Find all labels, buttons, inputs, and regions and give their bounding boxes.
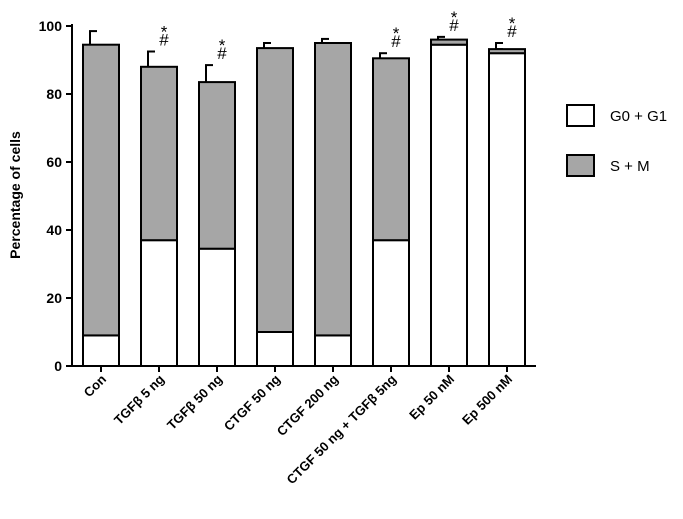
significance-hash: #: [507, 22, 517, 41]
bar-g0-g1: [140, 239, 178, 367]
legend-label: S + M: [610, 158, 650, 175]
significance-star: *: [509, 14, 516, 33]
bar-s-m: [314, 42, 352, 337]
significance-hash: #: [217, 44, 227, 63]
legend-swatch: [566, 104, 595, 127]
bar-s-m: [488, 48, 526, 55]
y-tick-label: 60: [46, 154, 62, 170]
x-tick-label: CTGF 50 ng + TGFβ 5ng: [284, 371, 400, 487]
bar-s-m: [430, 38, 468, 46]
bar-g0-g1: [198, 247, 236, 367]
y-tick-label: 20: [46, 290, 62, 306]
significance-star: *: [393, 24, 400, 43]
x-tick-label: Ep 500 nM: [459, 372, 515, 428]
bar-g0-g1: [372, 239, 410, 367]
bar-g0-g1: [430, 43, 468, 367]
legend-swatch: [566, 154, 595, 177]
x-tick-label: TGFβ 5 ng: [111, 371, 167, 427]
bar-g0-g1: [256, 331, 294, 367]
significance-hash: #: [159, 31, 169, 50]
y-tick-label: 40: [46, 222, 62, 238]
y-tick-label: 0: [54, 358, 62, 374]
y-tick-label: 80: [46, 86, 62, 102]
bar-s-m: [82, 43, 120, 337]
legend: G0 + G1 S + M: [566, 104, 667, 177]
x-tick-label: Ep 50 nM: [406, 372, 457, 423]
bar-s-m: [372, 57, 410, 242]
bar-s-m: [140, 65, 178, 242]
legend-label: G0 + G1: [610, 108, 667, 125]
bar-s-m: [256, 47, 294, 333]
y-tick-label: 100: [39, 18, 63, 34]
bars-layer: *# *#*#*# *#: [82, 8, 526, 367]
bar-g0-g1: [82, 334, 120, 367]
significance-hash: #: [391, 32, 401, 51]
x-tick-label: CTGF 50 ng: [221, 371, 283, 433]
y-axis-label: Percentage of cells: [7, 131, 23, 259]
x-tick-label: TGFβ 50 ng: [164, 371, 225, 432]
bar-s-m: [198, 81, 236, 250]
bar-g0-g1: [314, 334, 352, 367]
bar-g0-g1: [488, 52, 526, 367]
significance-star: *: [219, 36, 226, 55]
significance-hash: #: [449, 16, 459, 35]
x-tick-label: Con: [81, 371, 110, 400]
significance-star: *: [451, 8, 458, 27]
significance-star: *: [161, 23, 168, 42]
